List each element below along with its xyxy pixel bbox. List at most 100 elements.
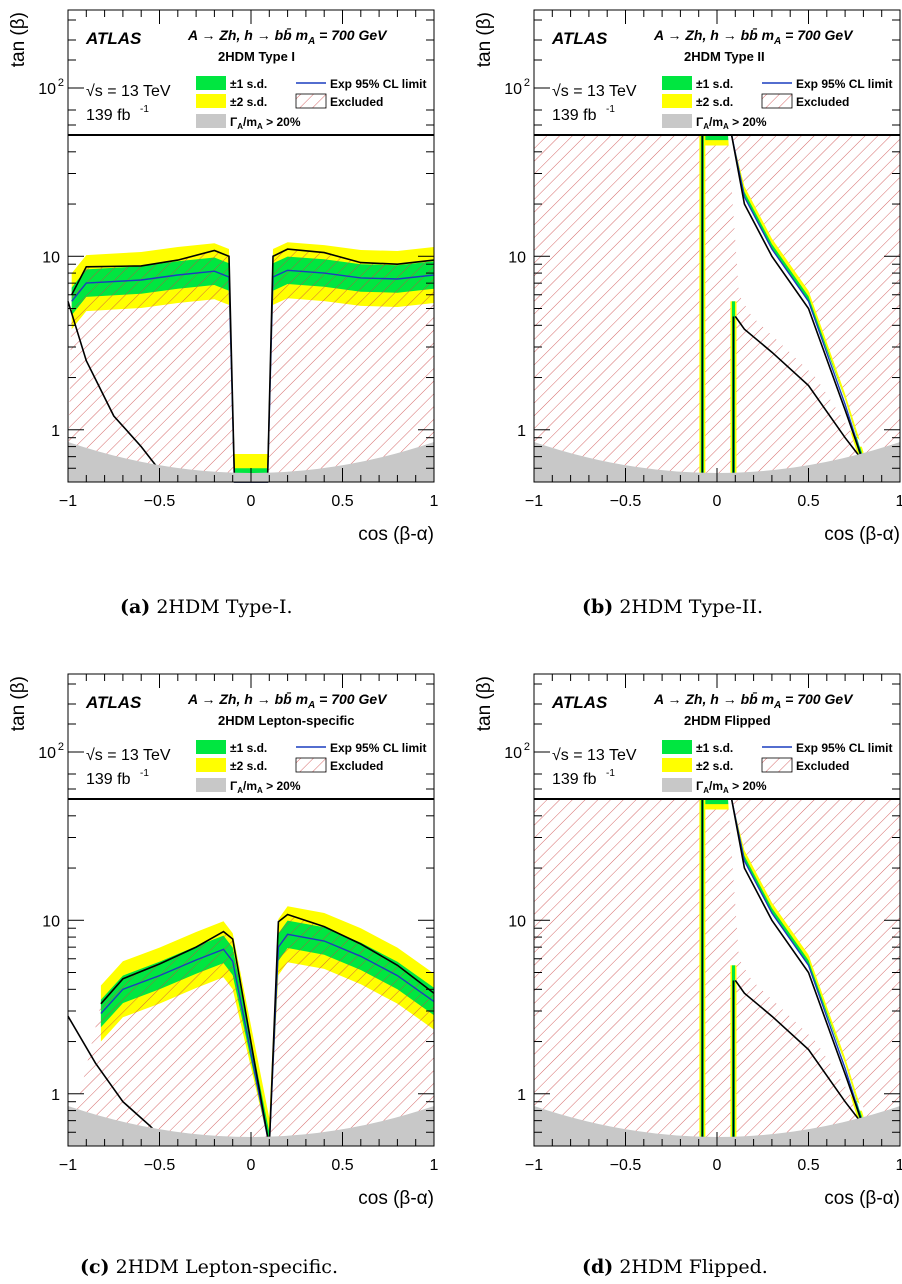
energy-label: √s = 13 TeV bbox=[552, 83, 637, 100]
legend-exp-label: Exp 95% CL limit bbox=[330, 741, 426, 755]
legend-two-sd-swatch bbox=[196, 758, 226, 772]
x-tick-label: −0.5 bbox=[144, 1157, 176, 1174]
legend-two-sd-label: ±2 s.d. bbox=[696, 95, 733, 109]
x-tick-label: −0.5 bbox=[610, 1157, 642, 1174]
legend-area bbox=[68, 10, 434, 135]
legend-excluded-label: Excluded bbox=[796, 759, 849, 773]
legend-two-sd-label: ±2 s.d. bbox=[696, 759, 733, 773]
lumi-exponent: -1 bbox=[140, 768, 149, 779]
legend-width-swatch bbox=[662, 778, 692, 792]
y-tick-label: 10 bbox=[42, 913, 60, 930]
caption-b: (b) 2HDM Type-II. bbox=[582, 596, 763, 618]
legend-two-sd-label: ±2 s.d. bbox=[230, 759, 267, 773]
x-tick-label: 1 bbox=[896, 493, 902, 510]
legend-excluded-label: Excluded bbox=[330, 759, 383, 773]
y-tick-exponent: 2 bbox=[524, 741, 530, 753]
legend-excluded-swatch bbox=[761, 93, 793, 109]
legend-width-label: ΓA/mA > 20% bbox=[696, 779, 767, 795]
w5: > 20% bbox=[729, 115, 767, 129]
w1: Γ bbox=[696, 115, 704, 129]
y-axis-label: tan (β) bbox=[8, 676, 29, 731]
lumi-exponent: -1 bbox=[606, 104, 615, 115]
w3: /m bbox=[709, 115, 723, 129]
y-tick-label: 10 bbox=[42, 249, 60, 266]
process-text: A → Zh, h → bb̄ m bbox=[187, 690, 308, 707]
w5: > 20% bbox=[263, 779, 301, 793]
legend-one-sd-label: ±1 s.d. bbox=[230, 77, 267, 91]
w2: A bbox=[703, 786, 709, 795]
legend-width-label: ΓA/mA > 20% bbox=[696, 115, 767, 131]
x-tick-label: 1 bbox=[896, 1157, 902, 1174]
w2: A bbox=[237, 786, 243, 795]
process-text: A → Zh, h → bb̄ m bbox=[653, 690, 774, 707]
y-axis-label: tan (β) bbox=[8, 12, 29, 67]
process-sub: A bbox=[773, 700, 781, 711]
y-tick-label: 10 bbox=[38, 745, 56, 762]
w1: Γ bbox=[230, 115, 238, 129]
x-axis-label: cos (β-α) bbox=[824, 1188, 900, 1209]
legend-one-sd-swatch bbox=[662, 740, 692, 754]
legend-two-sd-swatch bbox=[662, 758, 692, 772]
excluded-region bbox=[534, 135, 900, 482]
w3: /m bbox=[709, 779, 723, 793]
lumi-exponent: -1 bbox=[140, 104, 149, 115]
x-tick-label: 1 bbox=[430, 493, 439, 510]
w1: Γ bbox=[230, 779, 238, 793]
legend-two-sd-swatch bbox=[196, 94, 226, 108]
legend-area bbox=[68, 674, 434, 799]
y-tick-label: 10 bbox=[504, 81, 522, 98]
energy-label: √s = 13 TeV bbox=[86, 83, 171, 100]
legend-one-sd-swatch bbox=[196, 76, 226, 90]
x-axis-label: cos (β-α) bbox=[824, 524, 900, 545]
model-label: 2HDM Lepton-specific bbox=[218, 713, 355, 728]
x-tick-label: 0.5 bbox=[797, 493, 819, 510]
process-tail: = 700 GeV bbox=[315, 27, 388, 43]
y-tick-exponent: 2 bbox=[524, 77, 530, 89]
w3: /m bbox=[243, 779, 257, 793]
y-tick-label: 1 bbox=[517, 1087, 526, 1104]
y-tick-label: 1 bbox=[517, 423, 526, 440]
legend-width-label: ΓA/mA > 20% bbox=[230, 115, 301, 131]
energy-label: √s = 13 TeV bbox=[86, 747, 171, 764]
caption-c: (c) 2HDM Lepton-specific. bbox=[80, 1256, 338, 1278]
lumi-label: 139 fb bbox=[86, 771, 131, 788]
process-tail: = 700 GeV bbox=[781, 691, 854, 707]
caption-d: (d) 2HDM Flipped. bbox=[582, 1256, 768, 1278]
x-tick-label: −1 bbox=[59, 493, 77, 510]
panel-lepton-specific: −1 −0.5 0 0.5 1 1 10 10 2 cos (β-α) tan (β) ATLAS A … bbox=[0, 664, 440, 1239]
process-text: A → Zh, h → bb̄ m bbox=[187, 26, 308, 43]
observed-line-lower bbox=[734, 979, 861, 1122]
process-label: A → Zh, h → bb̄ mA = 700 GeV bbox=[187, 690, 388, 711]
legend-excluded-label: Excluded bbox=[796, 95, 849, 109]
process-sub: A bbox=[773, 36, 781, 47]
legend-two-sd-swatch bbox=[662, 94, 692, 108]
legend-one-sd-swatch bbox=[196, 740, 226, 754]
y-tick-label: 10 bbox=[508, 913, 526, 930]
process-sub: A bbox=[307, 36, 315, 47]
process-label: A → Zh, h → bb̄ mA = 700 GeV bbox=[653, 690, 854, 711]
atlas-label: ATLAS bbox=[85, 29, 142, 48]
w4: A bbox=[723, 122, 729, 131]
y-axis-label: tan (β) bbox=[474, 12, 495, 67]
x-tick-label: 0 bbox=[713, 1157, 722, 1174]
x-tick-label: −1 bbox=[525, 493, 543, 510]
legend-one-sd-label: ±1 s.d. bbox=[230, 741, 267, 755]
legend-two-sd-label: ±2 s.d. bbox=[230, 95, 267, 109]
legend-one-sd-label: ±1 s.d. bbox=[696, 77, 733, 91]
legend-exp-label: Exp 95% CL limit bbox=[796, 741, 892, 755]
energy-label: √s = 13 TeV bbox=[552, 747, 637, 764]
legend-width-swatch bbox=[196, 778, 226, 792]
y-tick-label: 10 bbox=[504, 745, 522, 762]
lumi-label: 139 fb bbox=[552, 771, 597, 788]
excluded-region bbox=[534, 799, 900, 1146]
x-tick-label: 0 bbox=[247, 493, 256, 510]
x-tick-label: −1 bbox=[59, 1157, 77, 1174]
x-tick-label: 0.5 bbox=[331, 493, 353, 510]
process-text: A → Zh, h → bb̄ m bbox=[653, 26, 774, 43]
x-tick-label: 0.5 bbox=[331, 1157, 353, 1174]
legend-excluded-label: Excluded bbox=[330, 95, 383, 109]
lumi-exponent: -1 bbox=[606, 768, 615, 779]
legend-excluded-swatch bbox=[761, 757, 793, 773]
observed-line-lower bbox=[734, 315, 861, 458]
